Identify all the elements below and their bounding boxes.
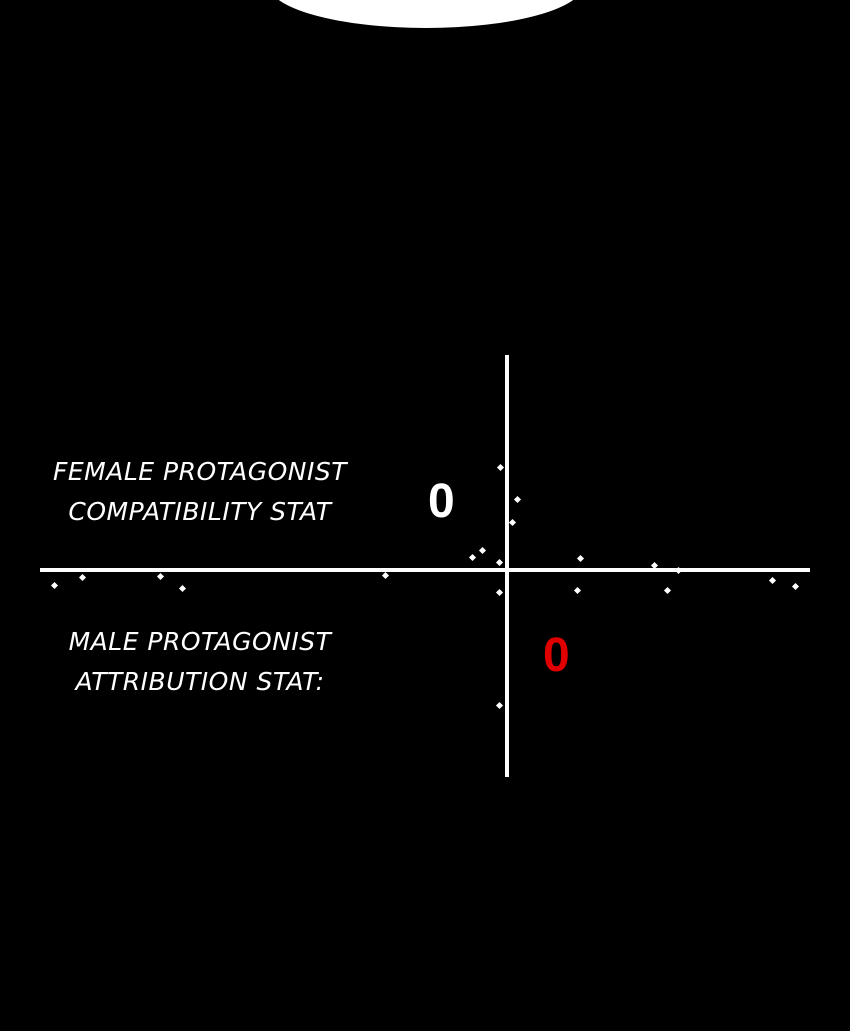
speck <box>768 576 777 585</box>
speech-bubble-edge <box>268 0 584 28</box>
male-label-line2: ATTRIBUTION STAT: <box>75 667 325 696</box>
female-protagonist-label: FEMALE PROTAGONIST COMPATIBILITY STAT <box>30 452 370 532</box>
speck <box>468 553 477 562</box>
male-label-line1: MALE PROTAGONIST <box>68 627 332 656</box>
speck <box>508 518 517 527</box>
speck <box>495 701 504 710</box>
speck <box>50 581 59 590</box>
female-label-line1: FEMALE PROTAGONIST <box>53 457 347 486</box>
female-label-line2: COMPATIBILITY STAT <box>68 497 332 526</box>
speck <box>496 463 505 472</box>
male-stat-value: 0 <box>543 629 570 682</box>
speck <box>178 584 187 593</box>
female-stat-value: 0 <box>428 475 455 528</box>
speck <box>573 586 582 595</box>
horizontal-axis-line <box>40 568 810 572</box>
speck <box>495 588 504 597</box>
speck <box>78 573 87 582</box>
speck <box>513 495 522 504</box>
vertical-axis-line <box>505 355 509 777</box>
speck <box>663 586 672 595</box>
speck <box>381 571 390 580</box>
male-protagonist-label: MALE PROTAGONIST ATTRIBUTION STAT: <box>40 622 360 702</box>
speck <box>156 572 165 581</box>
speck <box>495 558 504 567</box>
speck <box>478 546 487 555</box>
speck <box>576 554 585 563</box>
speck <box>791 582 800 591</box>
